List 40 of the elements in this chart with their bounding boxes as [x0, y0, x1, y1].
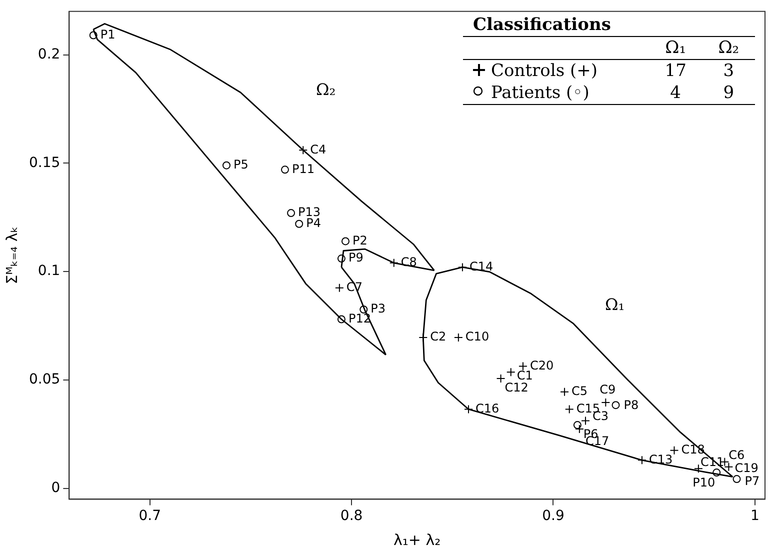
- annotation: 17: [664, 60, 688, 82]
- y-tick-label: 0.2: [38, 46, 60, 62]
- data-label: C4: [310, 142, 326, 156]
- data-label: P7: [744, 474, 760, 488]
- data-label: C6: [728, 448, 745, 462]
- x-tick-label: 1: [750, 508, 760, 524]
- x-tick-label: 0.7: [138, 508, 161, 524]
- data-label: C2: [430, 330, 446, 344]
- y-tick-label: 0.1: [38, 263, 60, 280]
- data-label: C16: [476, 401, 500, 416]
- legend-label: Controls (+): [490, 60, 598, 82]
- data-label: C19: [734, 461, 758, 476]
- data-label: P8: [624, 398, 639, 412]
- x-tick-label: 0.9: [542, 508, 564, 524]
- y-axis-title: Σᴹₖ₌₄ λₖ: [2, 226, 21, 284]
- annotation: 4: [669, 82, 682, 104]
- annotation: Ω₁: [605, 295, 625, 314]
- data-label: P5: [233, 157, 248, 172]
- annotation: Ω₂: [316, 80, 336, 99]
- data-label: C12: [504, 380, 528, 395]
- data-label: P2: [352, 233, 368, 248]
- y-tick-label: 0.05: [29, 372, 60, 388]
- annotation: Ω₁: [664, 37, 688, 60]
- y-tick-label: 0: [51, 480, 60, 496]
- data-label: C10: [465, 330, 490, 344]
- annotation: 9: [722, 82, 736, 104]
- data-label: C9: [600, 382, 616, 397]
- x-tick-label: 0.8: [340, 508, 363, 524]
- data-label: P11: [292, 162, 314, 176]
- annotation: 3: [722, 60, 736, 82]
- data-label: P9: [348, 250, 364, 265]
- data-label: P10: [692, 476, 716, 490]
- annotation: Classifications: [463, 14, 755, 36]
- legend-label: Patients (◦): [490, 82, 590, 104]
- annotation: Ω₂: [717, 37, 740, 60]
- data-label: P3: [370, 302, 386, 316]
- x-axis-title: λ₁+ λ₂: [394, 530, 441, 549]
- data-label: C5: [572, 384, 588, 398]
- y-tick-label: 0.15: [29, 154, 60, 171]
- data-label: P1: [100, 27, 116, 42]
